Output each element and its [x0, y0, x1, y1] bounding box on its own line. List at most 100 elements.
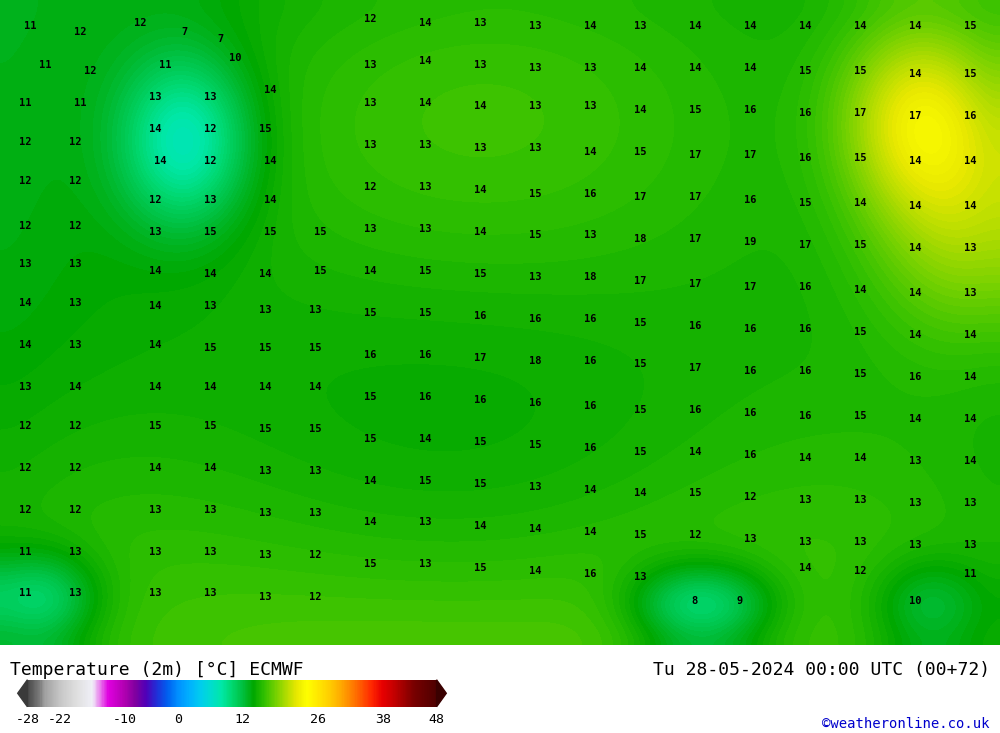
Text: 12: 12 [19, 221, 31, 231]
Text: 14: 14 [799, 453, 811, 463]
Text: 13: 13 [584, 101, 596, 111]
Text: 14: 14 [474, 101, 486, 111]
Text: 12: 12 [149, 195, 161, 205]
Text: 15: 15 [854, 411, 866, 421]
Text: 14: 14 [584, 527, 596, 537]
Text: 13: 13 [419, 559, 431, 570]
Text: 13: 13 [584, 63, 596, 73]
Text: 16: 16 [584, 569, 596, 579]
Text: 8: 8 [692, 596, 698, 606]
Text: 13: 13 [419, 517, 431, 528]
Text: -22: -22 [48, 713, 72, 726]
Text: 14: 14 [909, 289, 921, 298]
Text: 14: 14 [584, 485, 596, 496]
Text: 14: 14 [909, 202, 921, 211]
Text: 13: 13 [474, 59, 486, 70]
Text: 12: 12 [19, 421, 31, 431]
Text: 12: 12 [19, 504, 31, 515]
Text: 14: 14 [19, 340, 31, 350]
Text: 13: 13 [204, 547, 216, 556]
Text: 14: 14 [474, 185, 486, 195]
Text: 14: 14 [909, 414, 921, 424]
Text: 14: 14 [204, 463, 216, 473]
Text: 14: 14 [964, 414, 976, 424]
Text: 13: 13 [69, 259, 81, 270]
Text: 15: 15 [529, 440, 541, 450]
Text: 14: 14 [584, 21, 596, 31]
Text: 14: 14 [419, 56, 431, 66]
Text: 15: 15 [364, 559, 376, 570]
Text: 15: 15 [634, 147, 646, 157]
Text: 13: 13 [69, 298, 81, 308]
Text: 15: 15 [419, 476, 431, 485]
Text: 16: 16 [584, 443, 596, 453]
Text: 12: 12 [309, 592, 321, 602]
Text: 12: 12 [689, 531, 701, 540]
Text: 15: 15 [474, 437, 486, 447]
Text: 13: 13 [204, 589, 216, 598]
Text: 13: 13 [149, 504, 161, 515]
Text: 15: 15 [204, 227, 216, 237]
Text: 14: 14 [909, 243, 921, 254]
Text: 9: 9 [737, 596, 743, 606]
Text: 11: 11 [74, 98, 86, 108]
Text: 12: 12 [364, 182, 376, 192]
Text: 11: 11 [19, 547, 31, 556]
Text: 14: 14 [149, 124, 161, 134]
Text: 16: 16 [529, 314, 541, 324]
Text: 14: 14 [529, 566, 541, 576]
Text: 15: 15 [854, 153, 866, 163]
Text: 16: 16 [744, 105, 756, 114]
Text: 15: 15 [474, 563, 486, 572]
Text: 13: 13 [69, 340, 81, 350]
Text: 16: 16 [744, 195, 756, 205]
Text: 16: 16 [584, 356, 596, 366]
Text: 17: 17 [909, 111, 921, 121]
Text: 15: 15 [314, 227, 326, 237]
Text: 13: 13 [744, 534, 756, 544]
Text: 12: 12 [19, 463, 31, 473]
Text: 11: 11 [39, 59, 51, 70]
Text: 15: 15 [314, 266, 326, 276]
Text: 14: 14 [854, 21, 866, 31]
Text: 16: 16 [584, 402, 596, 411]
Text: 16: 16 [799, 366, 811, 376]
Text: 10: 10 [229, 53, 241, 63]
Text: 17: 17 [634, 192, 646, 202]
Text: 13: 13 [799, 537, 811, 547]
Text: 15: 15 [634, 446, 646, 457]
Text: Tu 28-05-2024 00:00 UTC (00+72): Tu 28-05-2024 00:00 UTC (00+72) [653, 661, 990, 679]
Text: 15: 15 [964, 21, 976, 31]
Text: 14: 14 [309, 382, 321, 392]
Text: 14: 14 [204, 269, 216, 279]
Text: 12: 12 [69, 504, 81, 515]
Text: 15: 15 [964, 69, 976, 79]
Text: 14: 14 [584, 147, 596, 157]
Text: 17: 17 [689, 234, 701, 243]
Text: 16: 16 [744, 450, 756, 460]
Text: 16: 16 [689, 321, 701, 331]
Text: 13: 13 [474, 18, 486, 28]
Text: 17: 17 [474, 353, 486, 363]
Text: 14: 14 [364, 266, 376, 276]
Text: 15: 15 [309, 343, 321, 353]
Text: 15: 15 [854, 240, 866, 250]
Text: 15: 15 [204, 343, 216, 353]
Text: 13: 13 [19, 382, 31, 392]
Text: 13: 13 [529, 482, 541, 492]
Text: 13: 13 [419, 182, 431, 192]
Text: 17: 17 [744, 150, 756, 160]
Text: 17: 17 [689, 192, 701, 202]
Text: 16: 16 [364, 350, 376, 360]
Text: 18: 18 [529, 356, 541, 366]
Text: 12: 12 [69, 176, 81, 185]
Text: 11: 11 [159, 59, 171, 70]
Text: 14: 14 [19, 298, 31, 308]
Text: 12: 12 [744, 492, 756, 501]
Text: 16: 16 [744, 408, 756, 418]
Text: 17: 17 [689, 363, 701, 372]
Text: 14: 14 [149, 340, 161, 350]
Text: 14: 14 [154, 156, 166, 166]
Text: 15: 15 [264, 227, 276, 237]
Text: 14: 14 [964, 456, 976, 466]
